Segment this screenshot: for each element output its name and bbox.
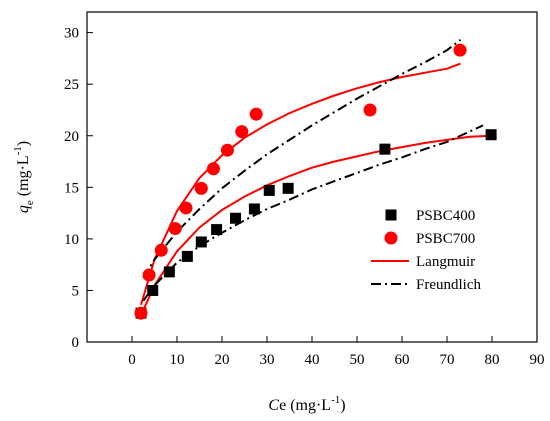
x-tick-label: 20 bbox=[215, 352, 230, 368]
axis-ticks bbox=[87, 32, 538, 343]
y-tick-label: 5 bbox=[72, 283, 80, 299]
langmuir-fit-line-2 bbox=[140, 62, 461, 306]
x-axis-title-tail: ) bbox=[340, 397, 345, 414]
y-axis-title-main: (mg·L bbox=[15, 155, 32, 200]
langmuir-fit-line-1 bbox=[140, 134, 493, 316]
psbc700-point bbox=[179, 201, 193, 215]
y-axis-title-sup: -1 bbox=[12, 146, 24, 155]
y-tick-label: 25 bbox=[64, 77, 79, 93]
psbc700-point bbox=[453, 43, 467, 57]
psbc400-point bbox=[379, 143, 391, 155]
psbc400-point bbox=[282, 182, 294, 194]
psbc700-point bbox=[194, 181, 208, 195]
psbc400-point bbox=[163, 266, 175, 278]
psbc700-point bbox=[363, 103, 377, 117]
psbc700-point bbox=[235, 125, 249, 139]
legend-item-langmuir: Langmuir bbox=[371, 254, 475, 270]
x-tick-label: 40 bbox=[305, 352, 320, 368]
legend-label: Langmuir bbox=[416, 254, 475, 270]
psbc700-point bbox=[249, 107, 263, 121]
legend-label: PSBC700 bbox=[416, 231, 475, 247]
legend-item-freundlich: Freundlich bbox=[371, 277, 481, 293]
psbc400-point bbox=[181, 250, 193, 262]
psbc700-point bbox=[142, 268, 156, 282]
x-tick-label: 90 bbox=[530, 352, 545, 368]
y-tick-label: 0 bbox=[72, 335, 80, 351]
fit-lines bbox=[140, 39, 493, 316]
legend-label: Freundlich bbox=[416, 277, 481, 293]
legend-marker bbox=[385, 209, 397, 221]
psbc700-point bbox=[154, 243, 168, 257]
y-axis-title-sub: e bbox=[24, 200, 36, 205]
psbc700-point bbox=[206, 162, 220, 176]
x-tick-label: 70 bbox=[440, 352, 455, 368]
y-tick-label: 30 bbox=[64, 26, 79, 42]
psbc400-point bbox=[195, 236, 207, 248]
x-tick-label: 80 bbox=[485, 352, 500, 368]
legend: PSBC400 PSBC700 Langmuir Freundlich bbox=[371, 208, 481, 293]
x-tick-label: 30 bbox=[260, 352, 275, 368]
y-tick-label: 15 bbox=[64, 180, 79, 196]
psbc400-point bbox=[485, 129, 497, 141]
psbc400-point bbox=[230, 212, 241, 224]
psbc700-point bbox=[220, 143, 234, 157]
x-axis-title-main: e (mg·L bbox=[279, 397, 331, 414]
y-tick-label: 10 bbox=[64, 232, 79, 248]
y-axis-title-tail: ) bbox=[15, 141, 32, 146]
psbc700-point bbox=[134, 306, 148, 320]
psbc400-point bbox=[147, 284, 159, 296]
legend-marker bbox=[384, 231, 398, 245]
psbc700-point bbox=[168, 222, 182, 236]
x-axis-title-italic: C bbox=[268, 397, 279, 414]
y-axis-title: qe (mg·L-1) bbox=[12, 141, 36, 213]
y-axis-title-italic: q bbox=[15, 205, 32, 213]
x-tick-label: 60 bbox=[395, 352, 410, 368]
x-axis-title: Ce (mg·L-1) bbox=[268, 394, 345, 414]
legend-item-psbc400: PSBC400 bbox=[385, 208, 475, 224]
x-tick-label: 0 bbox=[128, 352, 136, 368]
x-axis-title-sup: -1 bbox=[331, 394, 340, 406]
x-tick-label: 50 bbox=[350, 352, 365, 368]
legend-item-psbc700: PSBC700 bbox=[384, 231, 475, 247]
data-points bbox=[134, 43, 497, 320]
x-tick-label: 10 bbox=[170, 352, 185, 368]
psbc400-point bbox=[248, 203, 260, 215]
y-tick-label: 20 bbox=[64, 129, 79, 145]
psbc400-point bbox=[263, 184, 275, 196]
legend-label: PSBC400 bbox=[416, 208, 475, 224]
tick-labels: 0 10 20 30 40 50 60 70 80 90 0 5 10 15 20 25 30 bbox=[64, 26, 545, 368]
psbc400-point bbox=[211, 224, 223, 236]
freundlich-fit-line-2 bbox=[142, 39, 462, 279]
